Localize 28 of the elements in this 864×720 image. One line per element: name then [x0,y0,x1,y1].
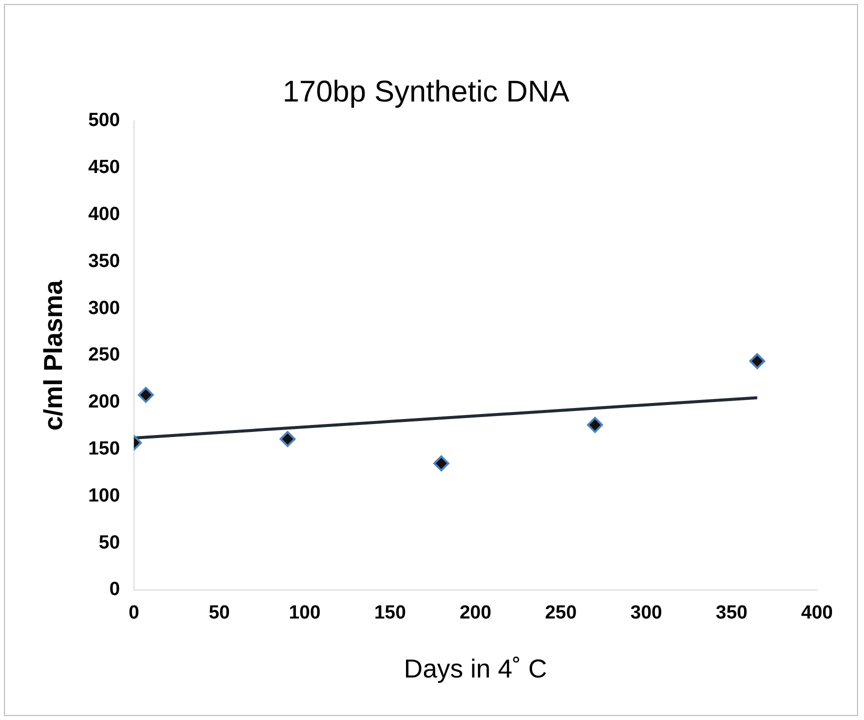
y-tick-label: 0 [109,579,120,600]
x-tick-label: 100 [288,602,321,624]
x-tick-label: 150 [374,602,406,624]
y-tick-label: 250 [88,344,120,366]
x-tick-label: 200 [460,602,492,624]
x-tick-label: 0 [128,602,140,624]
chart-title: 170bp Synthetic DNA [282,75,570,108]
y-tick-label: 300 [88,298,120,319]
point [433,455,450,472]
y-tick-label: 150 [88,438,120,460]
point [749,353,766,370]
y-tick-label: 50 [98,532,120,554]
y-tick-label: 400 [88,204,120,226]
point [280,430,296,447]
y-tick-label: 350 [88,250,120,272]
point [586,416,603,433]
x-tick-label: 400 [801,602,833,624]
x-axis-title: Days in 4˚ C [404,654,547,684]
y-tick-label: 500 [88,110,120,132]
x-tick-label: 350 [716,602,748,624]
x-tick-label: 50 [208,602,230,624]
point [138,386,154,403]
y-tick-label: 450 [88,157,120,178]
y-tick-label: 200 [88,392,120,413]
x-tick-label: 250 [544,602,577,624]
y-tick-label: 100 [88,485,120,506]
x-tick-label: 300 [630,602,662,624]
y-axis-title: c/ml Plasma [38,280,68,431]
